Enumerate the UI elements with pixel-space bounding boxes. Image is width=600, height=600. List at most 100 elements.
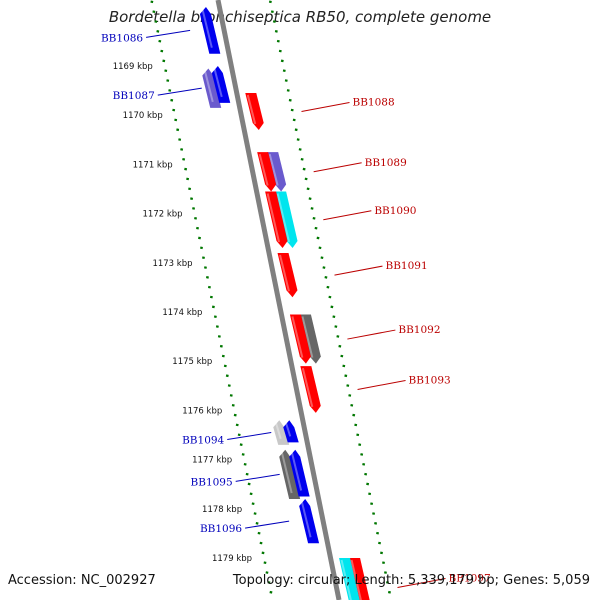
gene-highlight <box>213 67 223 98</box>
right-tick <box>334 325 338 328</box>
left-tick <box>168 89 172 92</box>
right-tick <box>288 98 292 102</box>
left-tick <box>176 128 180 132</box>
right-tick <box>360 453 364 456</box>
gene-BB1089b-arrow <box>257 152 277 192</box>
kbp-label: 1174 kbp <box>162 308 202 318</box>
right-tick <box>286 89 290 92</box>
left-tick <box>231 403 235 407</box>
right-tick <box>298 148 302 151</box>
right-tick <box>368 492 372 496</box>
gene-highlight <box>246 94 257 125</box>
right-tick <box>346 384 350 387</box>
right-tick <box>304 177 308 181</box>
right-tick <box>370 502 374 506</box>
right-tick <box>318 246 322 250</box>
left-tick <box>162 59 166 63</box>
right-tick <box>332 315 336 319</box>
right-tick <box>358 443 362 446</box>
genome-backbone <box>215 0 342 600</box>
gene-highlight <box>276 193 291 243</box>
right-tick <box>314 226 318 230</box>
gene-highlight <box>301 367 314 408</box>
left-tick <box>247 482 251 486</box>
right-tick <box>386 581 389 584</box>
topology-text: Topology: circular; Length: 5,339,179 bp… <box>232 573 590 588</box>
left-tick <box>154 20 158 23</box>
gene-leader-line <box>157 87 202 96</box>
gene-label-BB1092: BB1092 <box>398 324 440 336</box>
gene-highlight <box>266 193 281 243</box>
gene-BB1094-arrow <box>273 420 290 445</box>
right-tick <box>338 344 342 348</box>
right-tick <box>278 49 282 53</box>
gene-BB1090-arrow <box>275 191 298 249</box>
left-tick <box>213 315 217 319</box>
gene-BB1089-arrow <box>267 152 287 192</box>
gene-track <box>199 6 370 600</box>
gene-leader-line <box>334 265 383 276</box>
kbp-label: 1175 kbp <box>172 357 212 367</box>
left-tick <box>186 177 190 181</box>
left-tick <box>255 522 259 525</box>
gene-highlight <box>279 254 290 292</box>
left-tick <box>190 197 194 200</box>
right-tick <box>280 59 284 63</box>
gene-highlight <box>268 153 279 186</box>
gene-label-layer: BB1086 BB1087 BB1088 BB1089 BB1090 BB1091 BB10… <box>101 29 491 589</box>
gene-leader-line <box>235 473 280 482</box>
left-tick <box>178 138 182 141</box>
gene-highlight <box>291 316 304 358</box>
gene-leader-line <box>227 432 272 441</box>
left-tick <box>184 167 188 171</box>
gene-highlight <box>258 153 269 186</box>
left-tick <box>249 492 253 496</box>
right-tick <box>366 482 370 486</box>
right-tick <box>274 30 278 33</box>
right-tick <box>312 216 316 220</box>
left-tick <box>229 394 233 397</box>
left-tick <box>251 502 255 506</box>
left-tick <box>180 148 184 151</box>
kbp-label: 1179 kbp <box>212 554 252 564</box>
right-tick <box>356 433 360 437</box>
left-tick <box>233 413 237 417</box>
gene-label-BB1087: BB1087 <box>113 90 155 102</box>
left-tick <box>225 374 229 378</box>
right-tick <box>342 364 346 368</box>
left-tick <box>182 157 186 161</box>
right-tick <box>276 39 280 43</box>
right-tick <box>350 403 354 407</box>
gene-label-BB1097: BB1097 <box>449 573 491 585</box>
gene-BB1097b-arrow <box>339 558 360 600</box>
right-tick <box>328 295 332 299</box>
kbp-label: 1171 kbp <box>133 160 173 170</box>
left-tick <box>172 108 176 112</box>
left-tick <box>211 305 215 309</box>
gene-highlight <box>300 500 312 538</box>
right-tick <box>308 197 312 200</box>
right-tick <box>364 472 368 476</box>
gene-highlight <box>301 316 314 358</box>
kbp-label: 1169 kbp <box>113 62 153 72</box>
left-tick <box>263 561 267 565</box>
left-tick <box>269 590 273 594</box>
right-tick <box>306 187 310 191</box>
right-tick <box>300 157 304 161</box>
left-tick <box>170 98 174 102</box>
gene-BB1087-arrow <box>202 68 222 108</box>
gene-label-BB1090: BB1090 <box>374 205 416 217</box>
right-tick <box>322 266 326 269</box>
gene-leader-line <box>301 102 350 113</box>
right-tick <box>272 20 276 23</box>
gene-leader-line <box>347 329 396 340</box>
left-tick <box>235 423 239 427</box>
gene-BB1092-arrow <box>299 314 321 364</box>
gene-leader-line <box>245 520 290 529</box>
right-tick <box>302 167 306 171</box>
gene-label-BB1095: BB1095 <box>191 476 233 488</box>
gene-leader-line <box>323 210 372 221</box>
left-tick <box>219 344 223 348</box>
gene-BB1097-arrow <box>349 558 370 600</box>
